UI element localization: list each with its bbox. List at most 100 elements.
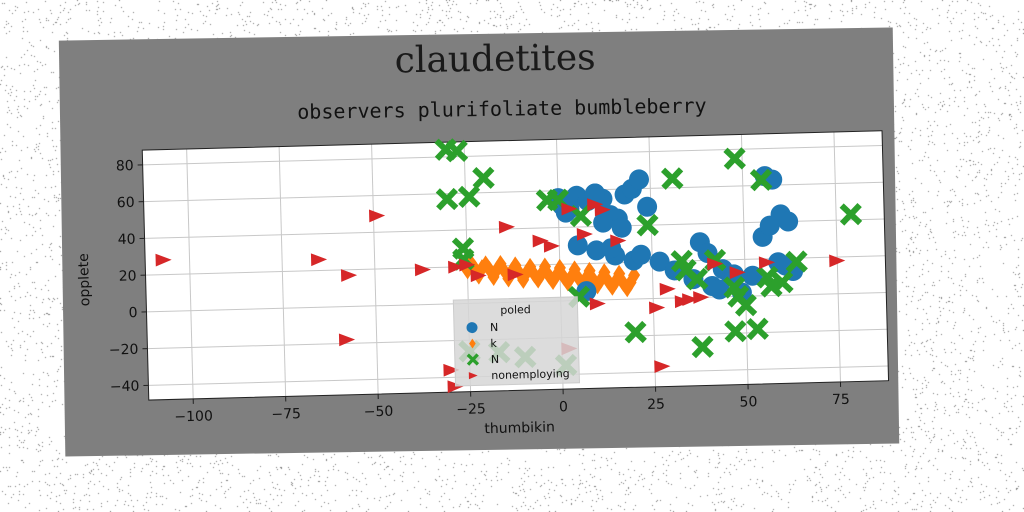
data-point — [624, 320, 647, 344]
data-point — [543, 239, 560, 253]
data-point — [839, 203, 863, 226]
data-point — [691, 335, 714, 359]
legend-marker — [466, 322, 478, 334]
legend-title: poled — [500, 303, 531, 317]
y-tick-label: 40 — [118, 232, 136, 248]
legend-marker — [468, 372, 478, 380]
data-point — [589, 297, 606, 311]
data-point — [734, 294, 758, 317]
figure-frame: claudetites observers plurifoliate bumbl… — [58, 27, 900, 457]
data-point — [648, 301, 666, 315]
x-tick-label: 25 — [647, 397, 665, 413]
data-point — [576, 227, 593, 241]
data-point — [507, 268, 524, 282]
data-point — [487, 268, 500, 287]
data-point — [435, 187, 459, 211]
y-grid-line — [143, 181, 884, 203]
data-point — [310, 253, 328, 267]
data-point — [448, 260, 465, 274]
data-point — [550, 266, 563, 285]
legend-label: N — [490, 321, 499, 334]
data-point — [649, 251, 670, 272]
legend-label: k — [490, 337, 497, 350]
y-tick-label: 80 — [116, 158, 134, 174]
x-tick-label: 75 — [832, 392, 850, 408]
data-point — [660, 167, 684, 190]
data-point — [630, 244, 651, 265]
data-point — [636, 213, 659, 237]
series-2-points — [461, 253, 641, 298]
data-point — [606, 277, 619, 296]
x-tick-label: −25 — [456, 401, 486, 418]
data-point — [476, 259, 489, 278]
data-point — [553, 258, 566, 277]
data-point — [628, 169, 649, 190]
data-point — [569, 204, 593, 228]
x-tick-label: 0 — [559, 399, 568, 415]
data-point — [491, 260, 504, 279]
data-point — [624, 273, 637, 292]
data-point — [586, 240, 607, 261]
y-axis-label: opplete — [76, 253, 93, 306]
y-grid-line — [142, 144, 883, 166]
x-axis-label: thumbikin — [484, 419, 555, 437]
data-point — [598, 263, 611, 282]
data-point — [723, 147, 746, 170]
data-point — [682, 293, 699, 307]
x-tick-label: −100 — [174, 408, 213, 425]
data-point — [546, 271, 559, 290]
data-point — [593, 212, 614, 233]
data-point — [829, 254, 846, 268]
y-tick-label: −20 — [109, 342, 139, 359]
data-point — [594, 203, 611, 217]
data-point — [583, 261, 596, 280]
data-point — [659, 282, 676, 296]
series-4-points — [155, 198, 846, 394]
data-point — [561, 273, 574, 292]
data-point — [520, 263, 533, 282]
legend-box — [452, 296, 581, 387]
data-point — [568, 260, 581, 279]
data-point — [531, 270, 544, 289]
data-point — [628, 266, 641, 285]
data-point — [509, 256, 522, 275]
data-point — [749, 168, 773, 192]
data-point — [524, 257, 537, 276]
data-point — [785, 250, 808, 274]
y-tick-label: −40 — [110, 379, 140, 396]
data-point — [368, 209, 386, 223]
data-point — [565, 267, 578, 286]
data-point — [611, 217, 632, 238]
y-tick-label: 60 — [117, 195, 135, 211]
data-point — [459, 258, 476, 272]
data-point — [707, 257, 724, 271]
data-point — [470, 269, 487, 283]
x-tick-label: −50 — [364, 404, 394, 421]
x-tick-label: −75 — [271, 406, 301, 423]
legend-label: nonemploying — [491, 367, 570, 382]
data-point — [539, 257, 552, 276]
data-point — [594, 270, 607, 289]
y-tick-label: 20 — [119, 268, 137, 284]
y-ticks: −40 −20 0 20 40 60 80 — [109, 158, 149, 396]
x-tick-label: 50 — [739, 394, 757, 410]
data-point — [567, 235, 588, 256]
legend-marker — [466, 353, 480, 366]
data-point — [724, 320, 747, 343]
y-tick-label: 0 — [128, 305, 137, 321]
data-point — [591, 276, 604, 295]
data-point — [759, 215, 780, 236]
data-point — [729, 266, 746, 280]
data-point — [654, 360, 671, 373]
data-point — [693, 291, 710, 304]
data-point — [414, 263, 431, 277]
data-point — [338, 333, 356, 347]
data-point — [746, 317, 769, 341]
data-point — [758, 256, 776, 270]
data-point — [494, 254, 507, 273]
data-point — [685, 267, 709, 291]
data-point — [447, 380, 464, 394]
data-point — [771, 271, 794, 294]
